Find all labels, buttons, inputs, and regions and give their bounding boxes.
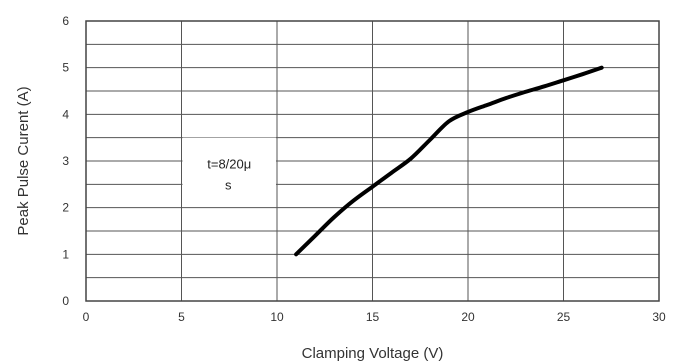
x-tick-label: 20 (461, 310, 475, 324)
x-tick-label: 0 (83, 310, 90, 324)
x-tick-label: 10 (270, 310, 284, 324)
plot-frame (85, 20, 660, 302)
y-tick-label: 2 (62, 201, 69, 215)
y-axis-title: Peak Pulse Curent (A) (15, 86, 32, 235)
annotation-background (182, 137, 276, 187)
y-tick-label: 0 (62, 294, 69, 308)
annotation-pulse-waveform-unit: s (225, 178, 232, 193)
grid (85, 20, 660, 302)
x-tick-label: 5 (178, 310, 185, 324)
y-tick-label: 1 (62, 247, 69, 261)
x-tick-label: 25 (557, 310, 571, 324)
x-axis-title: Clamping Voltage (V) (302, 345, 444, 362)
x-tick-label: 30 (652, 310, 666, 324)
y-tick-label: 6 (62, 14, 69, 28)
series-line-clamping-curve (294, 65, 604, 257)
x-tick-label: 15 (366, 310, 380, 324)
plot-border (85, 20, 660, 302)
tick-labels: 0 5 10 15 20 25 30 0 1 2 3 4 5 6 (62, 14, 666, 324)
y-tick-label: 4 (62, 107, 69, 121)
y-tick-label: 3 (62, 154, 69, 168)
annotation-pulse-waveform: t=8/20μ (207, 157, 251, 172)
y-tick-label: 5 (62, 61, 69, 75)
